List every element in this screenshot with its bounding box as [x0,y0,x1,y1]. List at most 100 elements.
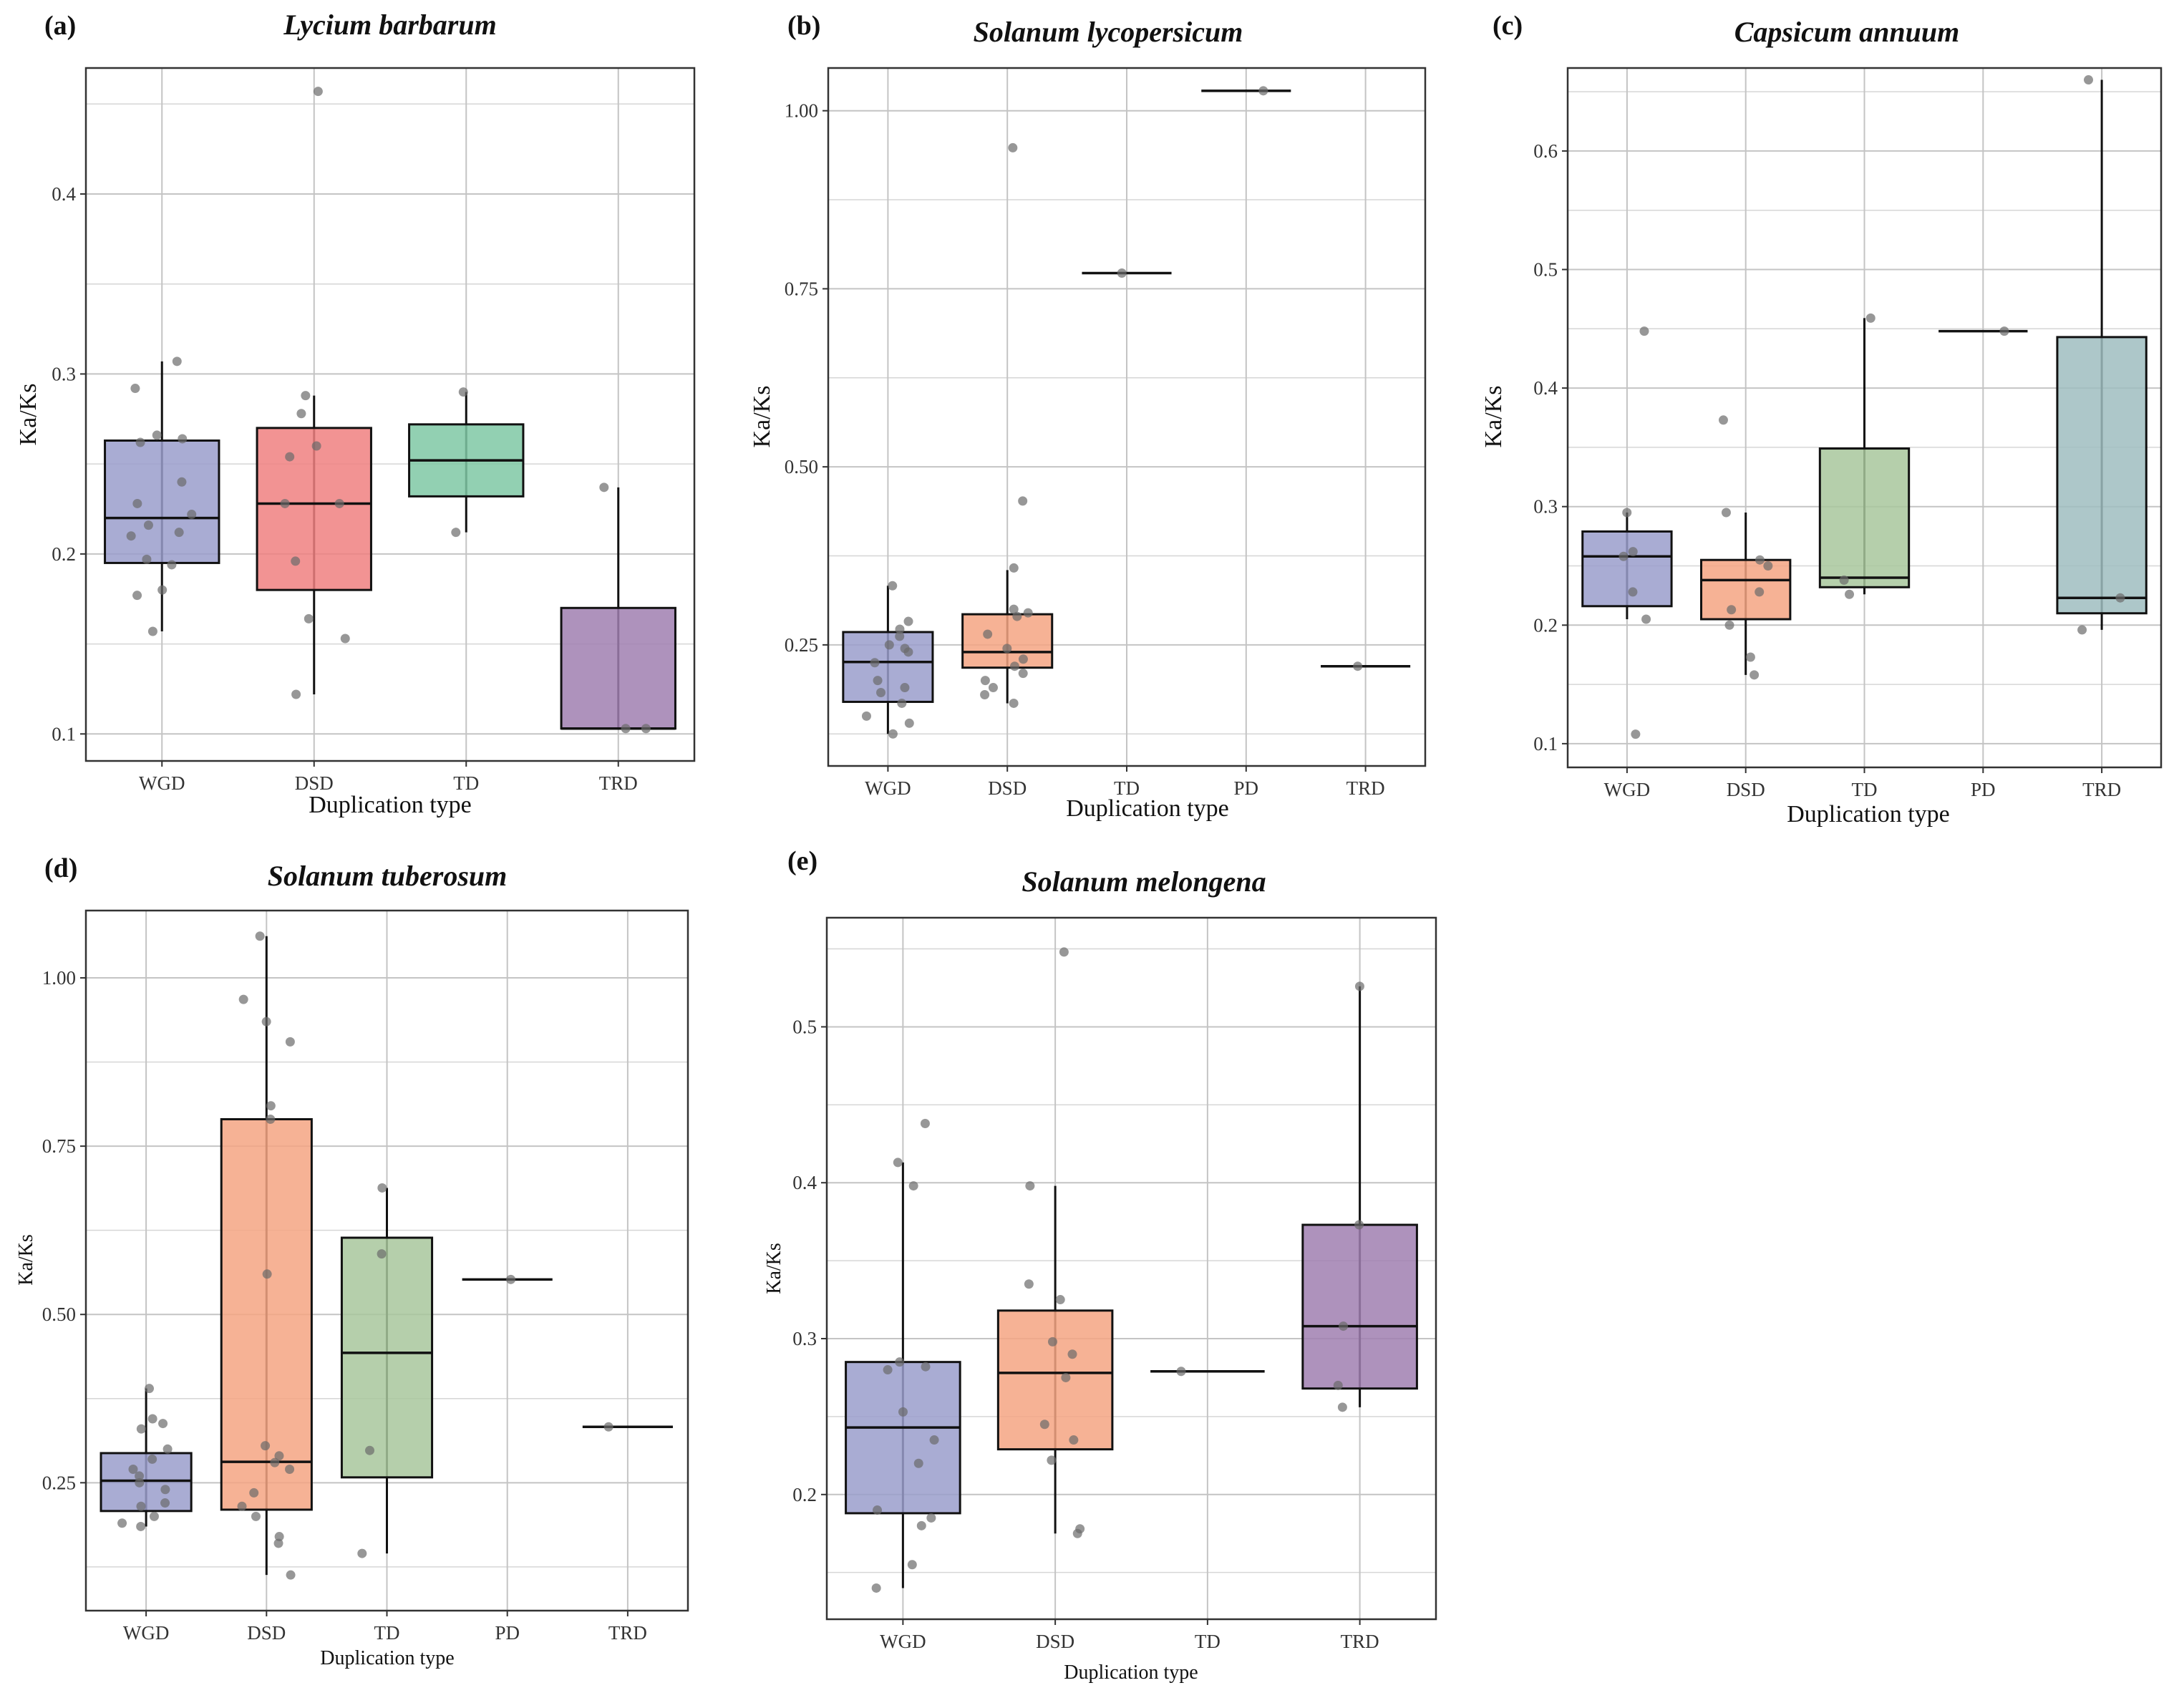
data-point[interactable] [286,1570,296,1580]
data-point[interactable] [621,724,631,734]
data-point[interactable] [132,498,142,508]
data-point[interactable] [364,1445,374,1455]
data-point[interactable] [929,1435,939,1445]
iqr-box[interactable] [845,1361,961,1515]
data-point[interactable] [296,409,306,419]
data-point[interactable] [152,430,162,440]
data-point[interactable] [1117,268,1127,278]
data-point[interactable] [599,482,609,492]
data-point[interactable] [135,1477,145,1488]
data-point[interactable] [1865,313,1875,323]
data-point[interactable] [2115,593,2125,603]
box-td[interactable] [1150,1367,1265,1377]
data-point[interactable] [1339,1321,1349,1331]
iqr-box[interactable] [104,439,220,564]
data-point[interactable] [926,1513,936,1523]
iqr-box[interactable] [340,1236,434,1479]
iqr-box[interactable] [996,1309,1114,1451]
data-point[interactable] [270,1457,280,1467]
data-point[interactable] [1845,589,1855,599]
box-trd[interactable] [2056,75,2148,635]
data-point[interactable] [147,1414,157,1424]
data-point[interactable] [357,1548,367,1558]
data-point[interactable] [1024,1279,1034,1289]
data-point[interactable] [988,683,998,693]
data-point[interactable] [1641,614,1651,624]
data-point[interactable] [1639,326,1649,336]
data-point[interactable] [1047,1455,1057,1465]
iqr-box[interactable] [2056,336,2148,615]
data-point[interactable] [261,1016,271,1027]
iqr-box[interactable] [100,1452,193,1513]
iqr-box[interactable] [1818,447,1911,588]
data-point[interactable] [888,729,898,739]
data-point[interactable] [273,1538,283,1548]
data-point[interactable] [897,698,907,708]
data-point[interactable] [1009,563,1019,573]
data-point[interactable] [1628,587,1638,597]
data-point[interactable] [883,1365,893,1375]
data-point[interactable] [980,690,990,700]
data-point[interactable] [895,624,905,634]
data-point[interactable] [1631,729,1641,739]
data-point[interactable] [136,1424,146,1434]
box-pd[interactable] [1201,86,1291,96]
data-point[interactable] [274,1532,284,1542]
data-point[interactable] [1724,620,1734,630]
data-point[interactable] [876,688,886,698]
data-point[interactable] [266,1101,276,1111]
data-point[interactable] [980,676,990,686]
iqr-box[interactable] [1700,558,1792,621]
box-pd[interactable] [462,1274,553,1284]
data-point[interactable] [900,683,910,693]
box-trd[interactable] [1321,661,1411,671]
data-point[interactable] [160,1498,170,1508]
data-point[interactable] [147,626,157,636]
box-wgd[interactable] [1581,326,1673,739]
box-td[interactable] [1082,268,1172,278]
data-point[interactable] [920,1118,930,1128]
data-point[interactable] [1018,654,1028,664]
data-point[interactable] [158,1419,168,1429]
data-point[interactable] [172,356,182,367]
box-wgd[interactable] [100,1384,193,1531]
data-point[interactable] [898,1407,908,1417]
data-point[interactable] [1012,611,1022,621]
data-point[interactable] [983,629,993,639]
iqr-box[interactable] [256,427,372,591]
data-point[interactable] [132,591,142,601]
data-point[interactable] [274,1451,284,1461]
data-point[interactable] [187,510,197,520]
box-td[interactable] [408,387,525,538]
data-point[interactable] [1025,1181,1035,1191]
data-point[interactable] [1354,1220,1364,1230]
data-point[interactable] [1008,142,1018,152]
box-wgd[interactable] [842,581,934,739]
data-point[interactable] [870,658,880,668]
data-point[interactable] [304,613,314,623]
data-point[interactable] [603,1422,613,1432]
data-point[interactable] [903,647,913,657]
data-point[interactable] [1009,698,1019,708]
data-point[interactable] [117,1518,127,1528]
data-point[interactable] [136,1521,146,1531]
data-point[interactable] [904,718,914,728]
data-point[interactable] [1839,575,1849,585]
data-point[interactable] [913,1458,923,1468]
data-point[interactable] [1072,1528,1082,1538]
data-point[interactable] [1337,1402,1347,1412]
box-dsd[interactable] [996,947,1114,1538]
box-trd[interactable] [1301,981,1418,1412]
data-point[interactable] [334,498,344,508]
data-point[interactable] [916,1520,926,1530]
data-point[interactable] [160,1485,170,1495]
data-point[interactable] [251,1511,261,1521]
data-point[interactable] [1622,508,1632,518]
data-point[interactable] [1018,496,1028,506]
data-point[interactable] [157,585,168,595]
data-point[interactable] [908,1181,918,1191]
box-wgd[interactable] [104,356,220,636]
iqr-box[interactable] [220,1118,313,1511]
data-point[interactable] [884,640,894,650]
data-point[interactable] [1718,415,1728,425]
